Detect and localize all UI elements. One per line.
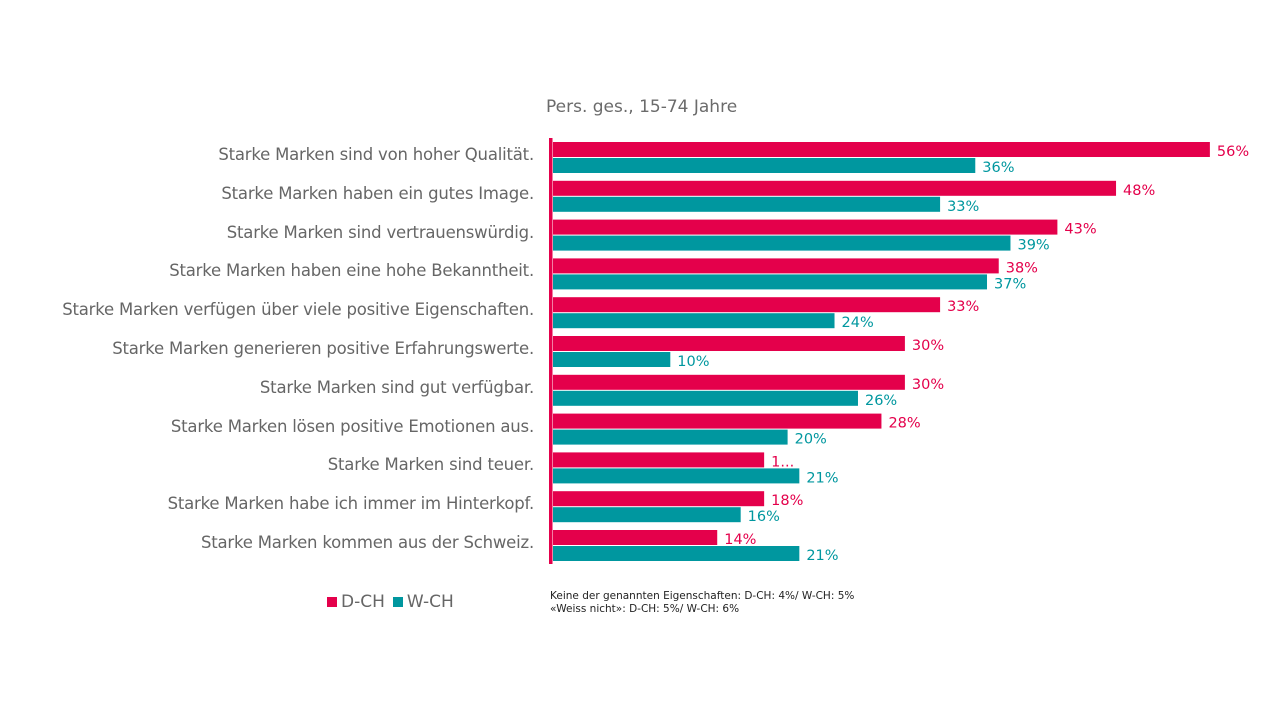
bar-w-ch [553,235,1011,251]
category-label: Starke Marken sind gut verfügbar. [259,377,534,397]
bar-w-ch [553,546,800,561]
legend-swatch-w-ch [392,597,403,607]
data-label-w-ch: 24% [842,315,874,331]
bar-w-ch [553,158,976,173]
data-label-d-ch: 33% [947,299,979,315]
bar-w-ch [553,196,941,212]
category-label: Starke Marken verfügen über viele positi… [62,300,534,320]
bar-d-ch [553,530,718,545]
data-label-d-ch: 48% [1123,183,1155,199]
data-label-w-ch: 26% [865,393,897,409]
data-label-w-ch: 20% [795,432,827,448]
legend: D-CH W-CH [327,592,462,612]
bar-d-ch [553,374,905,390]
note-keine: Keine der genannten Eigenschaften: D-CH:… [550,590,855,602]
bar-d-ch [553,219,1058,235]
bar-d-ch [553,258,999,274]
data-label-d-ch: 56% [1217,144,1249,160]
bar-d-ch [553,297,941,313]
category-label: Starke Marken sind teuer. [327,455,534,475]
bar-w-ch [553,429,788,445]
category-label: Starke Marken generieren positive Erfahr… [112,339,534,358]
data-label-d-ch: 38% [1006,260,1038,276]
data-label-w-ch: 16% [748,509,780,525]
bar-w-ch [553,313,835,329]
bar-w-ch [553,352,671,367]
data-label-w-ch: 39% [1017,238,1049,254]
data-label-d-ch: 30% [912,377,944,393]
bar-w-ch [553,468,800,484]
legend-label-w-ch: W-CH [406,592,454,612]
category-label: Starke Marken kommen aus der Schweiz. [200,533,534,552]
bar-d-ch [553,180,1117,196]
bar-d-ch [553,142,1210,157]
legend-swatch-d-ch [327,597,337,607]
bar-d-ch [553,413,882,429]
bar-w-ch [553,274,988,290]
category-label: Starke Marken haben ein gutes Image. [221,183,534,203]
data-label-d-ch: 30% [912,338,944,354]
bar-d-ch [553,336,905,351]
data-label-d-ch: 14% [724,532,756,548]
data-label-d-ch: 28% [888,416,920,432]
data-label-w-ch: 37% [994,276,1026,292]
data-label-w-ch: 21% [806,470,838,486]
data-label-w-ch: 10% [677,354,709,370]
data-label-w-ch: 36% [982,160,1014,176]
note-weiss-nicht: «Weiss nicht»: D-CH: 5%/ W-CH: 6% [550,602,740,615]
data-label-d-ch: 43% [1064,222,1096,238]
category-label: Starke Marken habe ich immer im Hinterko… [167,494,535,514]
y-axis-line [549,138,553,564]
bar-w-ch [553,390,858,406]
data-label-d-ch: 18% [771,493,803,509]
chart-notes: Keine der genannten Eigenschaften: D-CH:… [550,590,854,615]
category-label: Starke Marken sind vertrauenswürdig. [226,222,534,242]
category-label: Starke Marken sind von hoher Qualität. [218,145,534,164]
legend-item-w-ch: W-CH [392,592,454,612]
chart-subtitle: Pers. ges., 15-74 Jahre [546,97,738,117]
bar-d-ch [553,491,765,507]
legend-label-d-ch: D-CH [341,592,385,612]
bar-d-ch [553,452,765,468]
data-label-d-ch: 1... [771,454,794,470]
legend-item-d-ch: D-CH [327,592,385,612]
category-label: Starke Marken lösen positive Emotionen a… [170,416,534,436]
category-label: Starke Marken haben eine hohe Bekannthei… [169,261,534,281]
bar-w-ch [553,507,741,523]
data-label-w-ch: 33% [947,199,979,215]
data-label-w-ch: 21% [806,548,838,564]
